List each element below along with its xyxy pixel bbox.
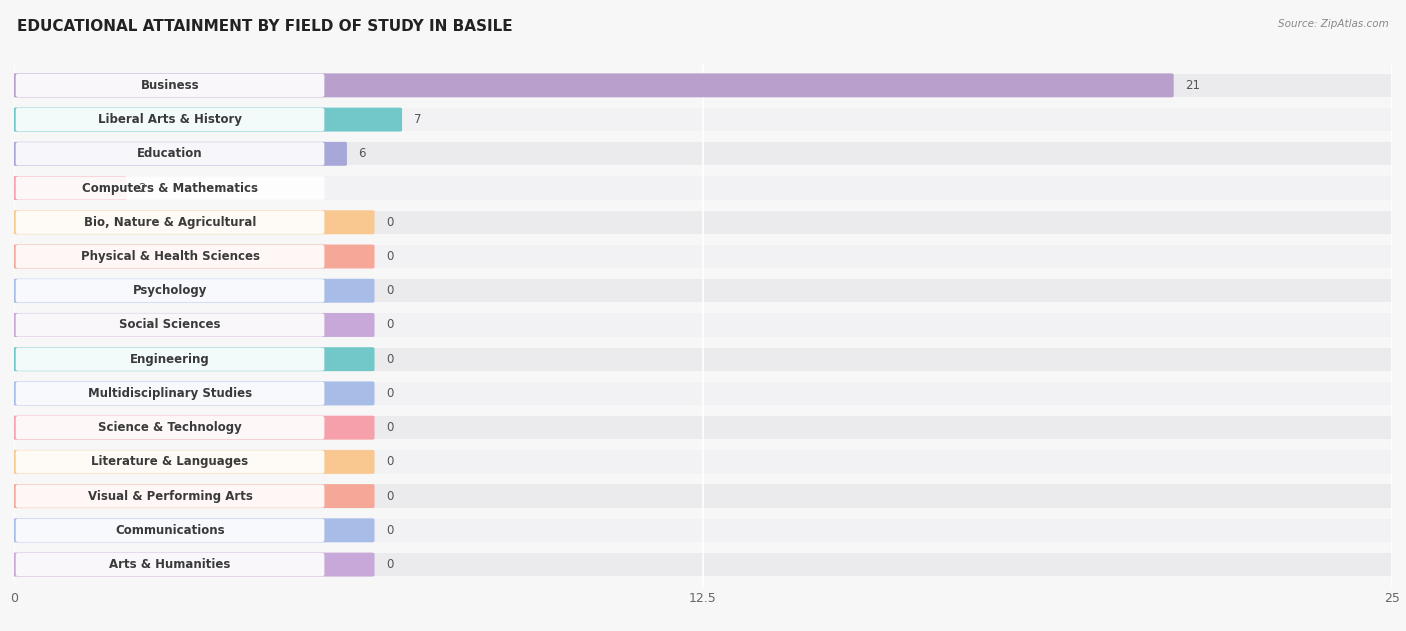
Text: 0: 0: [387, 319, 394, 331]
Text: Science & Technology: Science & Technology: [98, 421, 242, 434]
Text: 0: 0: [387, 216, 394, 229]
FancyBboxPatch shape: [14, 519, 1392, 542]
FancyBboxPatch shape: [15, 314, 325, 336]
FancyBboxPatch shape: [15, 485, 325, 508]
FancyBboxPatch shape: [11, 176, 127, 200]
FancyBboxPatch shape: [15, 245, 325, 268]
Text: 0: 0: [387, 353, 394, 366]
Text: EDUCATIONAL ATTAINMENT BY FIELD OF STUDY IN BASILE: EDUCATIONAL ATTAINMENT BY FIELD OF STUDY…: [17, 19, 513, 34]
FancyBboxPatch shape: [11, 279, 374, 303]
Text: Education: Education: [138, 147, 202, 160]
FancyBboxPatch shape: [11, 450, 374, 474]
FancyBboxPatch shape: [15, 279, 325, 302]
Text: Literature & Languages: Literature & Languages: [91, 456, 249, 468]
Text: Computers & Mathematics: Computers & Mathematics: [82, 182, 259, 194]
Text: Communications: Communications: [115, 524, 225, 537]
FancyBboxPatch shape: [14, 416, 1392, 439]
FancyBboxPatch shape: [15, 177, 325, 199]
Text: 2: 2: [138, 182, 146, 194]
FancyBboxPatch shape: [14, 348, 1392, 371]
Text: 0: 0: [387, 421, 394, 434]
FancyBboxPatch shape: [14, 211, 1392, 234]
FancyBboxPatch shape: [15, 553, 325, 576]
FancyBboxPatch shape: [14, 451, 1392, 473]
Text: 7: 7: [413, 113, 422, 126]
FancyBboxPatch shape: [14, 108, 1392, 131]
Text: 0: 0: [387, 250, 394, 263]
FancyBboxPatch shape: [15, 382, 325, 405]
Text: Social Sciences: Social Sciences: [120, 319, 221, 331]
FancyBboxPatch shape: [15, 211, 325, 234]
FancyBboxPatch shape: [14, 279, 1392, 302]
Text: 0: 0: [387, 490, 394, 503]
FancyBboxPatch shape: [14, 142, 1392, 165]
Text: Business: Business: [141, 79, 200, 92]
FancyBboxPatch shape: [15, 108, 325, 131]
FancyBboxPatch shape: [14, 553, 1392, 576]
FancyBboxPatch shape: [11, 519, 374, 542]
FancyBboxPatch shape: [14, 177, 1392, 199]
FancyBboxPatch shape: [14, 314, 1392, 336]
Text: 0: 0: [387, 524, 394, 537]
Text: 21: 21: [1185, 79, 1201, 92]
Text: Liberal Arts & History: Liberal Arts & History: [98, 113, 242, 126]
Text: Bio, Nature & Agricultural: Bio, Nature & Agricultural: [84, 216, 256, 229]
FancyBboxPatch shape: [11, 484, 374, 508]
Text: Multidisciplinary Studies: Multidisciplinary Studies: [89, 387, 252, 400]
FancyBboxPatch shape: [11, 142, 347, 166]
FancyBboxPatch shape: [14, 74, 1392, 97]
FancyBboxPatch shape: [11, 553, 374, 577]
Text: 0: 0: [387, 387, 394, 400]
Text: 6: 6: [359, 147, 366, 160]
Text: Source: ZipAtlas.com: Source: ZipAtlas.com: [1278, 19, 1389, 29]
FancyBboxPatch shape: [15, 451, 325, 473]
Text: Physical & Health Sciences: Physical & Health Sciences: [80, 250, 260, 263]
FancyBboxPatch shape: [11, 108, 402, 131]
FancyBboxPatch shape: [15, 142, 325, 165]
FancyBboxPatch shape: [11, 210, 374, 234]
Text: 0: 0: [387, 284, 394, 297]
FancyBboxPatch shape: [14, 382, 1392, 405]
Text: Visual & Performing Arts: Visual & Performing Arts: [87, 490, 253, 503]
FancyBboxPatch shape: [15, 416, 325, 439]
FancyBboxPatch shape: [15, 74, 325, 97]
FancyBboxPatch shape: [11, 73, 1174, 97]
FancyBboxPatch shape: [14, 485, 1392, 508]
FancyBboxPatch shape: [11, 382, 374, 405]
Text: Arts & Humanities: Arts & Humanities: [110, 558, 231, 571]
FancyBboxPatch shape: [11, 313, 374, 337]
FancyBboxPatch shape: [11, 347, 374, 371]
Text: Engineering: Engineering: [131, 353, 209, 366]
Text: 0: 0: [387, 558, 394, 571]
FancyBboxPatch shape: [11, 245, 374, 268]
FancyBboxPatch shape: [15, 348, 325, 371]
FancyBboxPatch shape: [11, 416, 374, 440]
Text: 0: 0: [387, 456, 394, 468]
Text: Psychology: Psychology: [132, 284, 207, 297]
FancyBboxPatch shape: [14, 245, 1392, 268]
FancyBboxPatch shape: [15, 519, 325, 542]
